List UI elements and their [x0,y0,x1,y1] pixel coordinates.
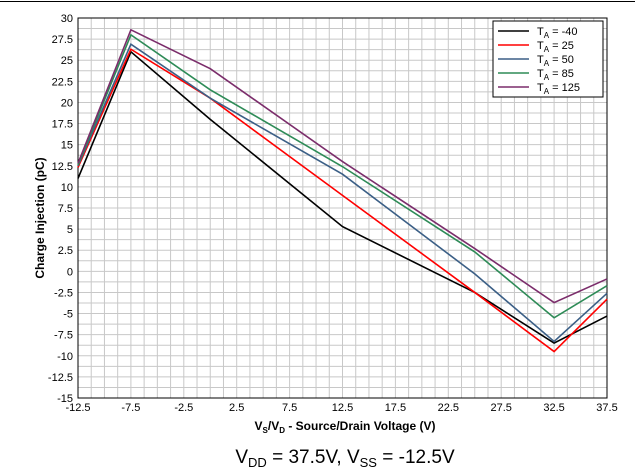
series-line [77,50,608,345]
y-tick-label: -5 [63,309,73,321]
y-tick-label: -2.5 [54,287,73,299]
top-rule [0,1,635,2]
y-tick-label: -7.5 [54,330,73,342]
x-tick-label: 17.5 [385,402,406,414]
x-tick-label: 7.5 [282,402,297,414]
y-tick-label: 7.5 [58,203,73,215]
y-tick-label: 17.5 [52,119,73,131]
x-tick-label: 27.5 [490,402,511,414]
y-tick-label: -10 [57,351,73,363]
supply-voltage-caption: VDD = 37.5V, VSS = -12.5V [235,447,455,470]
series-line [77,42,608,343]
grid [77,17,608,399]
y-tick-label: 22.5 [52,76,73,88]
y-tick-label: 30 [61,13,73,25]
series-line [77,48,608,353]
x-tick-label: 32.5 [543,402,564,414]
y-tick-labels: -15 -12.5 -10 -7.5 -5 -2.5 0 2.5 5 7.5 10 12.5 15 17.… [48,13,73,405]
series-layer [77,28,608,353]
x-tick-label: -2.5 [174,402,193,414]
legend-entry: TA = -40 [537,26,578,40]
y-tick-label: 0 [67,266,73,278]
y-tick-label: 10 [61,182,73,194]
y-tick-label: 20 [61,97,73,109]
legend-entry: TA = 85 [537,68,574,82]
y-tick-label: 2.5 [58,245,73,257]
series-line [77,33,608,319]
x-tick-label: 12.5 [332,402,353,414]
y-tick-label: -15 [57,393,73,405]
legend-entry: TA = 25 [537,40,574,54]
x-tick-label: 2.5 [229,402,244,414]
y-tick-label: 12.5 [52,161,73,173]
x-tick-label: 22.5 [438,402,459,414]
y-tick-label: -12.5 [48,372,73,384]
legend-entry: TA = 125 [537,82,580,96]
x-axis-title: VS/VD - Source/Drain Voltage (V) [255,419,436,435]
y-tick-label: 5 [67,224,73,236]
x-tick-label: -12.5 [65,402,90,414]
x-tick-labels: -12.5 -7.5 -2.5 2.5 7.5 12.5 17.5 22.5 27.5 32.5 3… [65,402,617,414]
x-tick-label: -7.5 [121,402,140,414]
plot-frame [77,17,608,399]
y-tick-label: 15 [61,140,73,152]
y-axis-title: Charge Injection (pC) [33,157,47,278]
x-tick-label: 37.5 [596,402,617,414]
legend-entry: TA = 50 [537,54,574,68]
series-line [77,28,608,304]
y-tick-label: 27.5 [52,34,73,46]
y-tick-label: 25 [61,55,73,67]
